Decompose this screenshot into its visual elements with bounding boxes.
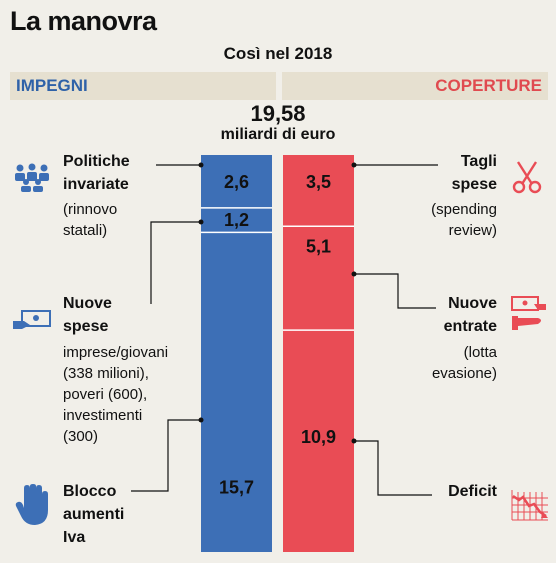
connector-line (356, 273, 436, 309)
impegni-bar-segment-1 (201, 155, 272, 208)
label-nuove-spese: Nuove spese (63, 295, 112, 335)
coperture-bar-segment-2 (283, 226, 354, 331)
label-deficit: Deficit (448, 483, 497, 500)
scissors-icon (512, 161, 542, 194)
total-unit: miliardi di euro (220, 126, 336, 143)
connector-dot (351, 271, 357, 277)
money-hand-icon (13, 310, 51, 329)
coperture-value-label-3: 10,9 (301, 427, 336, 447)
connector-line (131, 419, 199, 492)
connector-dot (198, 162, 204, 168)
connector-dot (198, 219, 204, 225)
chart-title: La manovra (10, 6, 157, 36)
chart-subtitle: Così nel 2018 (223, 44, 333, 63)
impegni-bar-segment-3 (201, 232, 272, 552)
label-tagli-spese: Tagli spese (451, 153, 497, 193)
detail-tagli-spese: (spending review) (431, 201, 497, 239)
impegni-bar-segment-2 (201, 207, 272, 233)
total-value: 19,58 (250, 101, 306, 126)
coperture-value-label-2: 5,1 (306, 236, 331, 256)
declining-chart-icon (511, 490, 548, 521)
label-nuove-entrate: Nuove entrate (443, 295, 497, 335)
detail-nuove-entrate: (lotta evasione) (431, 344, 497, 382)
connector-dot (198, 417, 204, 423)
coperture-header: COPERTURE (282, 72, 548, 100)
label-politiche-invariate: Politiche invariate (63, 153, 130, 193)
coperture-bar-segment-1 (283, 155, 354, 227)
impegni-value-label-2: 1,2 (224, 210, 249, 230)
impegni-header: IMPEGNI (10, 72, 276, 100)
connector-line (356, 440, 432, 496)
connector-dot (351, 162, 357, 168)
label-blocco-iva: Blocco aumenti Iva (63, 483, 125, 546)
detail-nuove-spese: imprese/giovani (338 milioni), poveri (6… (63, 344, 169, 445)
people-icon (15, 163, 49, 192)
connector-dot (351, 438, 357, 444)
coperture-bar-segment-3 (283, 330, 354, 552)
connector-line (150, 221, 199, 304)
money-exchange-icon (511, 296, 546, 330)
coperture-value-label-1: 3,5 (306, 172, 331, 192)
detail-politiche-invariate: (rinnovo statali) (63, 201, 118, 239)
impegni-value-label-3: 15,7 (219, 477, 254, 497)
stop-hand-icon (15, 484, 48, 525)
impegni-value-label-1: 2,6 (224, 172, 249, 192)
